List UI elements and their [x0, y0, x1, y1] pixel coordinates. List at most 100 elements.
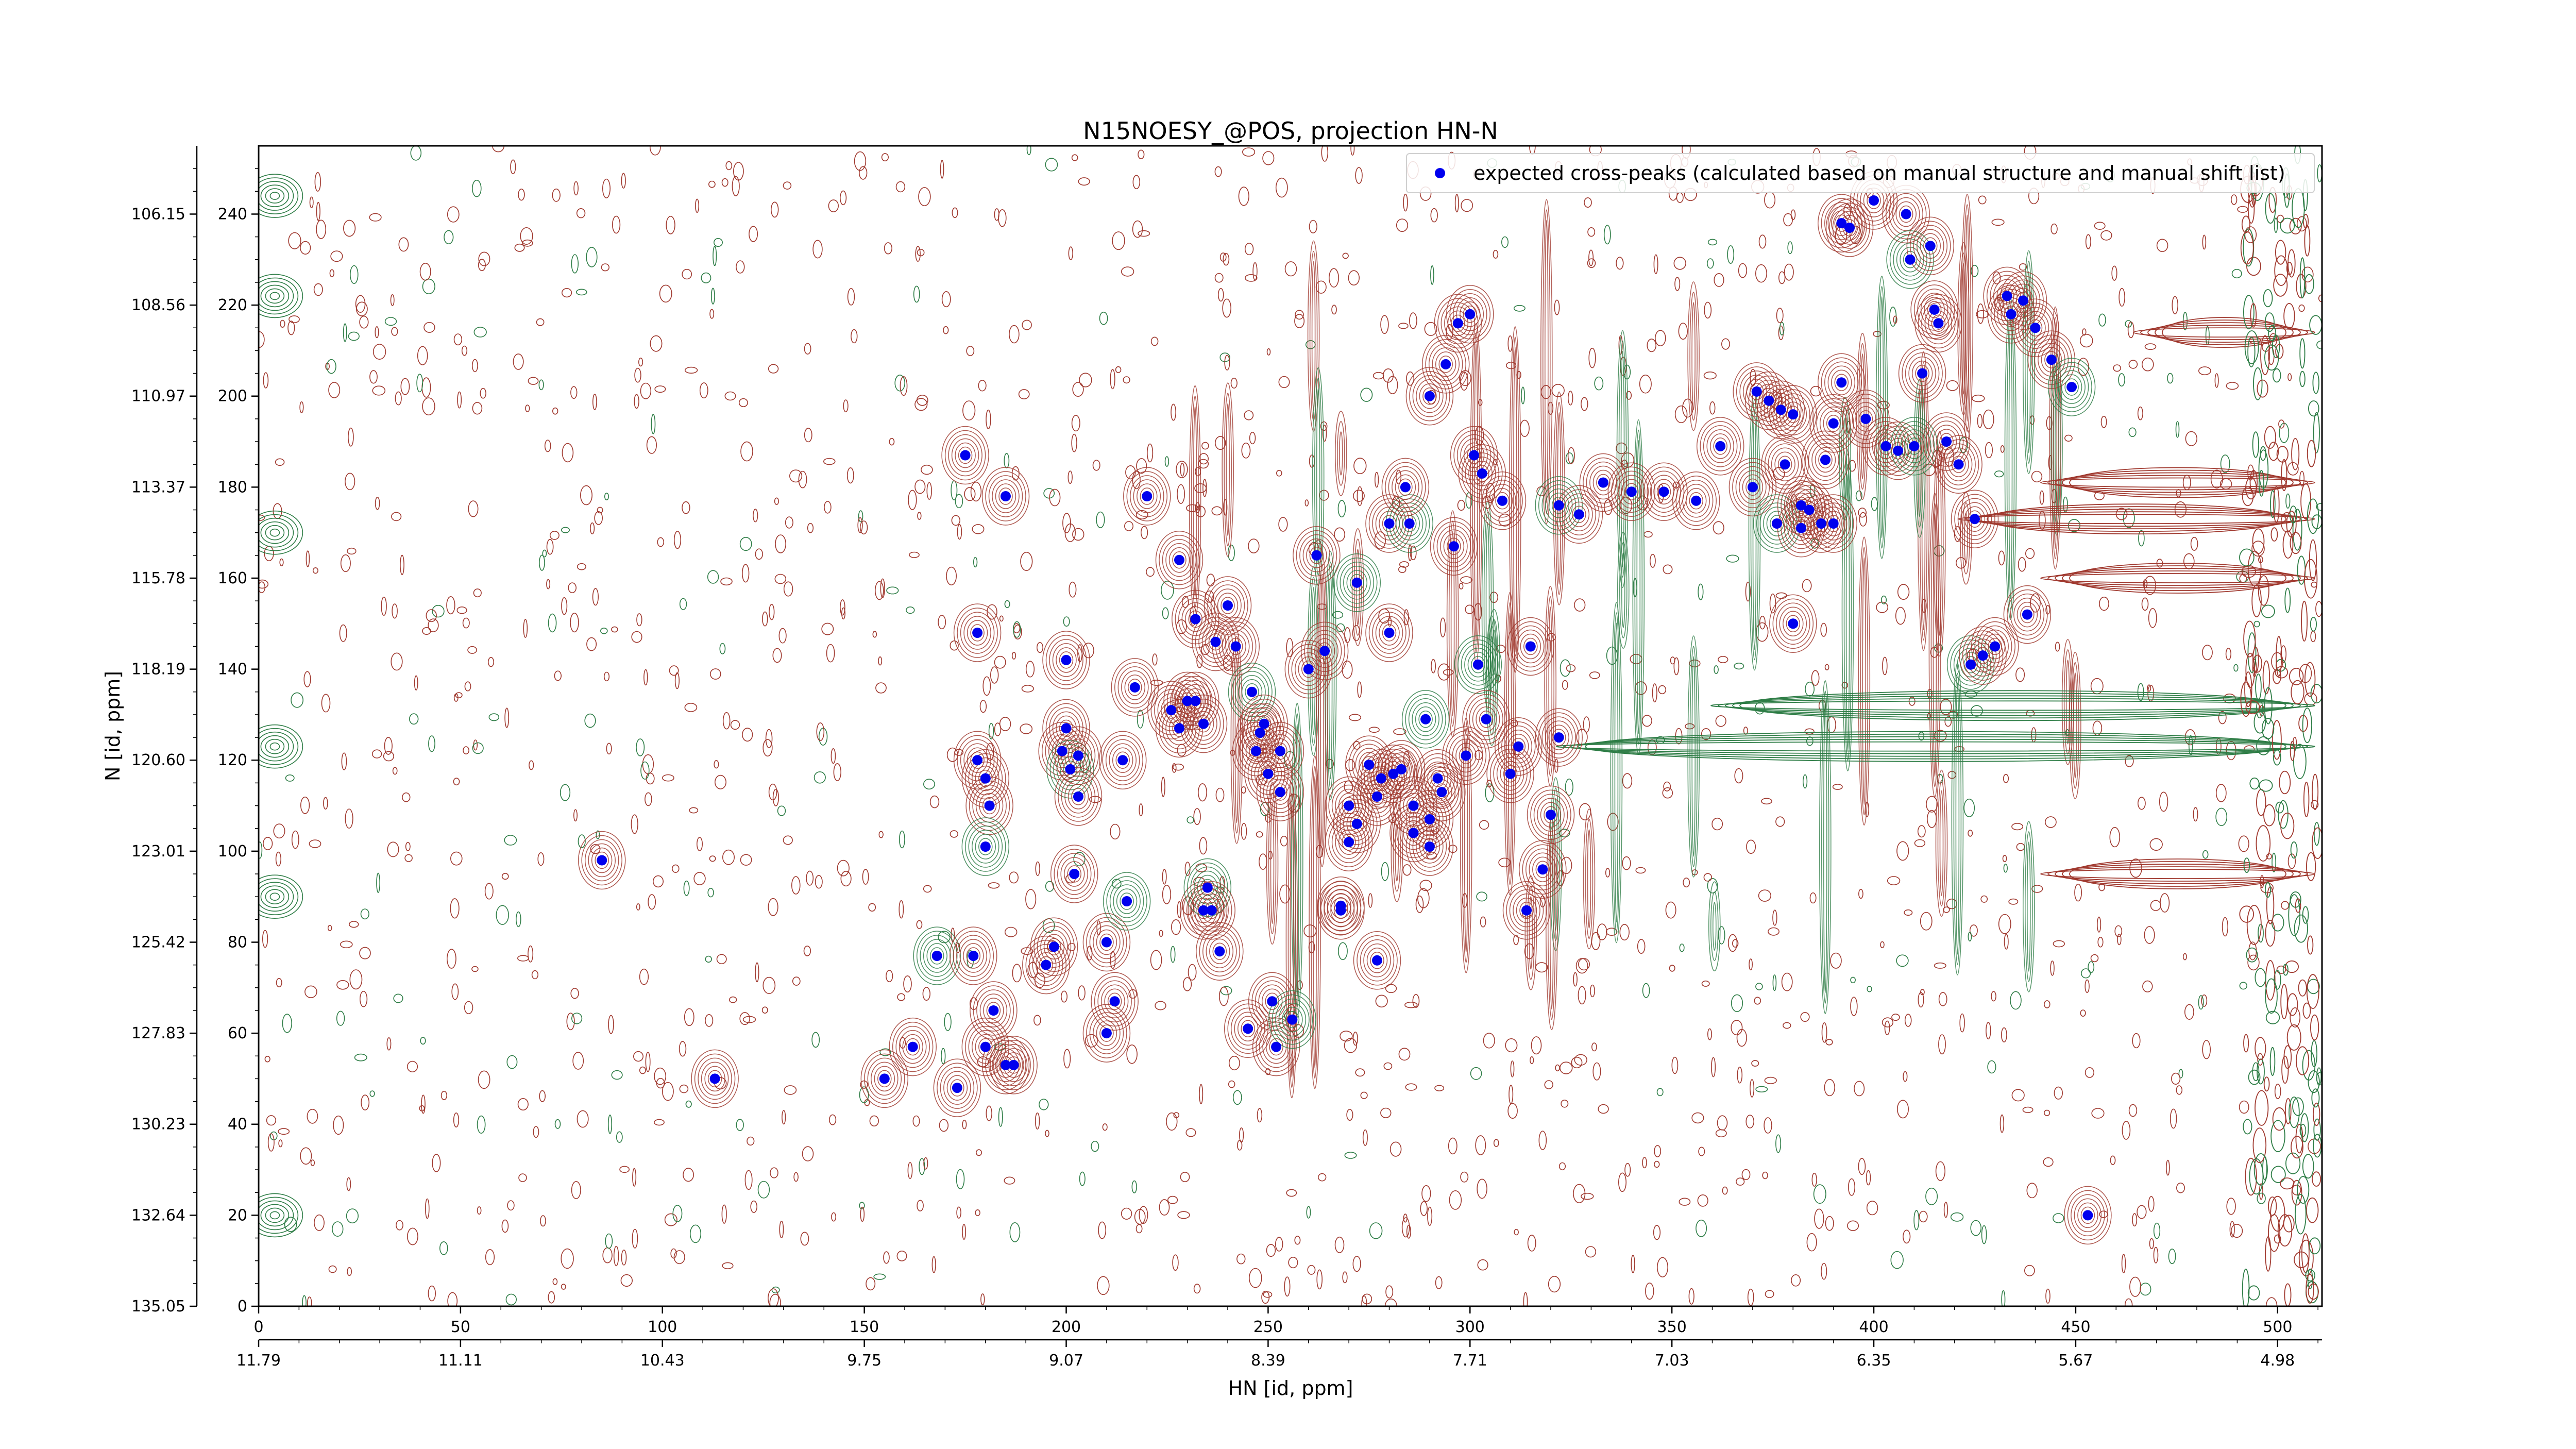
noise-contour: [807, 523, 814, 533]
noise-contour: [828, 199, 839, 212]
noise-contour: [2039, 490, 2044, 505]
edge-contour: [2289, 217, 2302, 234]
noise-contour: [711, 288, 715, 305]
noise-contour: [1926, 796, 1938, 813]
peak-contour: [1293, 526, 1341, 585]
edge-contour: [2293, 744, 2307, 779]
noise-contour: [1389, 1141, 1402, 1157]
y-tick-label: 20: [228, 1206, 247, 1224]
noise-contour: [1346, 1109, 1353, 1121]
noise-contour: [1180, 463, 1185, 477]
peak-contour: [1899, 205, 1913, 223]
noise-contour: [1676, 192, 1684, 203]
peak-contour: [1777, 476, 1825, 535]
noise-contour: [1200, 644, 1210, 655]
x-axis-index: 0 50 100 150 200 250 300 350 400 450 500: [253, 1306, 2318, 1336]
noise-contour: [1004, 600, 1010, 608]
noise-contour: [1775, 592, 1787, 599]
cross-peak-point: [2022, 609, 2032, 620]
noise-contour: [1009, 1222, 1021, 1242]
peak-contour: [1346, 570, 1368, 596]
noise-contour: [2223, 694, 2236, 704]
noise-contour: [2231, 268, 2242, 279]
peak-contour: [1403, 793, 1424, 819]
noise-contour: [513, 353, 524, 370]
noise-contour: [1880, 595, 1887, 604]
edge-contour: [2263, 1076, 2270, 1092]
peak-contour: [1506, 885, 1547, 936]
edge-contour: [2294, 914, 2308, 943]
noise-contour: [1305, 340, 1316, 349]
streak-contour: [1557, 412, 1562, 585]
peak-contour: [1245, 683, 1259, 701]
peak-contour: [1774, 451, 1795, 477]
noise-contour: [878, 656, 883, 666]
peak-contour: [1222, 629, 1250, 664]
noise-contour: [428, 618, 439, 632]
noise-contour: [1478, 399, 1483, 406]
noise-contour: [1859, 512, 1867, 527]
noise-contour: [1403, 193, 1408, 212]
peak-contour: [1225, 633, 1246, 660]
peak-contour: [1106, 876, 1147, 926]
noise-contour: [2144, 343, 2157, 350]
noise-contour: [372, 385, 386, 396]
peak-contour: [955, 442, 976, 468]
peak-contour: [1489, 748, 1531, 799]
noise-contour: [561, 527, 570, 533]
edge-contour: [2264, 426, 2276, 449]
noise-contour: [361, 1094, 370, 1110]
noise-contour: [2099, 596, 2109, 611]
noise-contour: [1527, 1235, 1536, 1252]
cross-peak-point: [1553, 732, 1564, 743]
noise-contour: [840, 870, 852, 887]
cross-peak-point: [1001, 491, 1011, 501]
noise-contour: [2080, 1009, 2086, 1017]
noise-contour: [1171, 919, 1181, 935]
noise-contour: [2003, 774, 2009, 783]
edge-contour: [2290, 532, 2302, 554]
peak-contour: [1508, 733, 1529, 760]
cross-peak-point: [1198, 718, 1209, 729]
peak-contour: [1931, 314, 1946, 332]
cross-peak-point: [1452, 318, 1463, 329]
edge-contour: [2312, 372, 2319, 394]
cross-peak-point: [1691, 495, 1702, 506]
noise-contour: [1653, 1225, 1661, 1240]
peak-contour: [1311, 634, 1338, 668]
edge-contour: [2255, 1037, 2266, 1060]
noise-contour: [1714, 273, 1724, 287]
peak-contour: [985, 1040, 1026, 1090]
noise-contour: [1238, 187, 1249, 206]
streak-contour: [1543, 209, 1551, 514]
streak-contour: [1959, 252, 1968, 405]
noise-contour: [1594, 376, 1604, 391]
peak-contour: [1063, 861, 1085, 887]
cross-peak-point: [1190, 696, 1201, 706]
cross-peak-point: [1372, 955, 1382, 966]
noise-contour: [1020, 551, 1033, 571]
ridge-contour: [1739, 690, 2286, 721]
noise-contour: [2085, 234, 2091, 249]
noise-contour: [1318, 1173, 1327, 1182]
peak-contour: [1770, 515, 1784, 532]
peak-contour: [1442, 726, 1490, 785]
edge-contour: [2263, 804, 2276, 827]
noise-contour: [1072, 382, 1084, 397]
noise-contour: [510, 159, 516, 175]
streak-contour: [1687, 281, 1700, 431]
peak-contour: [1519, 901, 1534, 919]
noise-contour: [859, 520, 868, 535]
noise-contour: [1588, 249, 1594, 266]
noise-contour: [2150, 900, 2161, 911]
ppm-y-tick-label: 106.15: [131, 205, 185, 223]
peak-contour: [1124, 675, 1146, 700]
peak-contour: [1914, 294, 1962, 353]
cross-peak-point: [1335, 900, 1346, 911]
noise-contour: [821, 622, 834, 635]
noise-contour: [1091, 1140, 1099, 1152]
noise-contour: [1657, 1257, 1669, 1278]
noise-contour: [2210, 469, 2223, 489]
noise-contour: [590, 844, 601, 854]
noise-contour: [592, 588, 599, 606]
